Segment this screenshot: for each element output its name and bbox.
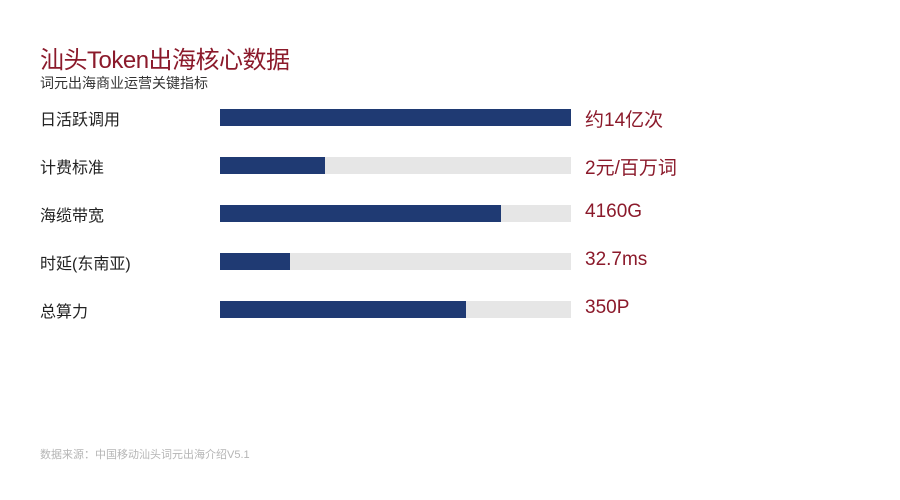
chart-subtitle: 词元出海商业运营关键指标 (40, 75, 208, 91)
bar-fill (220, 205, 501, 222)
chart-title: 汕头Token出海核心数据 (40, 47, 290, 74)
bar-category-label: 时延(东南亚) (40, 256, 131, 273)
bar-row: 时延(东南亚) 32.7ms (0, 244, 900, 284)
bar-value-label: 350P (585, 297, 630, 318)
bar-row: 计费标准 2元/百万词 (0, 148, 900, 188)
bar-category-label: 计费标准 (40, 160, 105, 177)
data-source-note: 数据来源：中国移动汕头词元出海介绍V5.1 (40, 449, 250, 461)
bar-category-label: 海缆带宽 (40, 208, 105, 225)
bar-track (220, 157, 571, 174)
bar-track (220, 253, 571, 270)
bar-category-label: 日活跃调用 (40, 112, 121, 129)
bar-track (220, 109, 571, 126)
bar-row: 总算力 350P (0, 292, 900, 332)
bar-fill (220, 253, 290, 270)
bar-value-label: 2元/百万词 (585, 158, 677, 179)
bar-track (220, 205, 571, 222)
bar-value-label: 4160G (585, 201, 643, 222)
bar-track (220, 301, 571, 318)
bar-fill (220, 109, 571, 126)
bar-value-label: 32.7ms (585, 249, 648, 270)
bar-category-label: 总算力 (40, 304, 89, 321)
bar-fill (220, 157, 325, 174)
bar-row: 日活跃调用 约14亿次 (0, 100, 900, 140)
bar-value-label: 约14亿次 (585, 110, 664, 131)
bar-fill (220, 301, 466, 318)
bar-row: 海缆带宽 4160G (0, 196, 900, 236)
